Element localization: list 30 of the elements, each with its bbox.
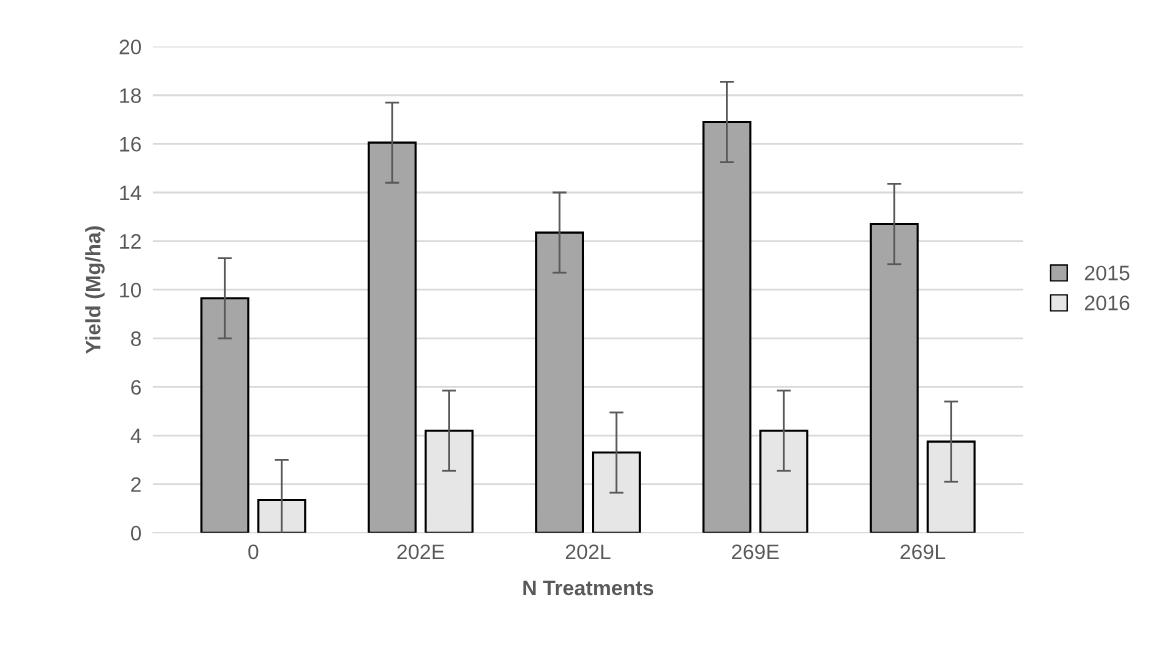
bar [926, 440, 976, 533]
y-tick-label: 0 [131, 525, 141, 541]
x-tick-label: 269E [732, 544, 779, 560]
x-tick-label: 0 [248, 544, 259, 560]
x-tick-label: 269L [900, 544, 946, 560]
x-tick-label: 202E [397, 544, 445, 560]
legend-label: 2016 [1084, 295, 1130, 311]
legend-label: 2015 [1084, 265, 1130, 281]
y-tick-label: 18 [120, 88, 141, 103]
bar [869, 223, 919, 533]
y-tick-label: 10 [120, 282, 141, 298]
y-tick-label: 20 [119, 39, 141, 55]
y-tick-label: 14 [120, 185, 142, 201]
bar [367, 141, 417, 533]
bar [257, 498, 307, 533]
y-tick-label: 16 [120, 136, 141, 152]
x-axis-title: N Treatments [523, 580, 654, 596]
y-tick-label: 6 [131, 379, 141, 395]
y-tick-label: 12 [120, 234, 141, 249]
x-tick-label: 202L [565, 544, 611, 560]
y-tick-label: 8 [131, 331, 141, 347]
bar [702, 120, 752, 533]
bar [591, 451, 641, 533]
bar [535, 231, 585, 533]
y-tick-label: 2 [131, 477, 141, 492]
bar [759, 429, 809, 533]
y-axis-title: Yield (Mg/ha) [85, 226, 105, 354]
y-tick-label: 4 [130, 428, 142, 444]
bar [424, 429, 474, 533]
bar [200, 297, 250, 533]
